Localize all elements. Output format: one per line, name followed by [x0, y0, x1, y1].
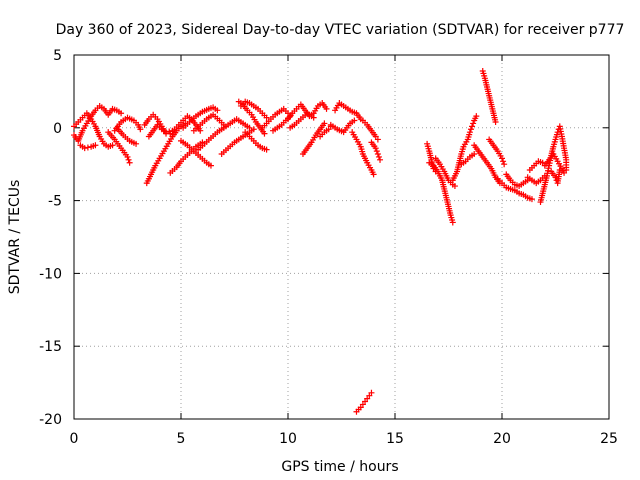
- y-axis-label: SDTVAR / TECUs: [7, 180, 23, 295]
- data-point: [500, 158, 507, 165]
- data-point: [467, 126, 474, 133]
- y-tick-label: -20: [39, 412, 62, 428]
- y-tick-label: 5: [53, 48, 62, 64]
- data-point: [374, 151, 381, 158]
- x-tick-label: 10: [279, 431, 297, 447]
- data-point: [125, 156, 132, 163]
- chart-title: Day 360 of 2023, Sidereal Day-to-day VTE…: [56, 22, 625, 38]
- data-point: [375, 153, 382, 160]
- data-point: [528, 196, 535, 203]
- data-point: [561, 169, 568, 176]
- x-tick-label: 20: [493, 431, 511, 447]
- data-point: [492, 118, 499, 125]
- y-tick-label: -5: [48, 194, 62, 210]
- data-points: [71, 68, 570, 415]
- data-point: [373, 148, 380, 155]
- data-point: [126, 159, 133, 166]
- data-point: [263, 114, 270, 121]
- data-point: [250, 126, 257, 133]
- data-point: [124, 153, 131, 160]
- data-point: [118, 110, 125, 117]
- data-point: [449, 219, 456, 226]
- data-point: [501, 161, 508, 168]
- data-point: [323, 105, 330, 112]
- data-point: [374, 136, 381, 143]
- data-point: [84, 144, 91, 151]
- data-point: [499, 155, 505, 162]
- x-tick-labels: 0 5 10 15 20 25: [70, 431, 618, 447]
- x-tick-label: 5: [177, 431, 186, 447]
- x-tick-label: 25: [600, 431, 618, 447]
- data-point: [246, 124, 253, 131]
- data-point: [473, 113, 480, 120]
- data-point: [321, 120, 328, 127]
- data-point: [137, 126, 144, 133]
- data-point: [261, 130, 268, 137]
- grid-lines: [74, 55, 609, 419]
- data-point: [556, 167, 563, 174]
- data-point: [310, 114, 317, 121]
- y-tick-label: -15: [39, 339, 62, 355]
- data-point: [81, 145, 88, 152]
- data-point: [163, 129, 170, 136]
- y-tick-label: -10: [39, 266, 62, 282]
- data-point: [197, 127, 204, 134]
- data-point: [214, 107, 221, 114]
- data-point: [372, 145, 379, 152]
- data-point: [470, 120, 477, 127]
- data-point: [92, 142, 99, 149]
- data-point: [471, 151, 478, 158]
- data-point: [451, 183, 458, 190]
- data-point: [377, 156, 384, 163]
- axis-ticks: [73, 54, 610, 420]
- plot-frame: [73, 54, 610, 420]
- data-point: [207, 162, 214, 169]
- x-axis-label: GPS time / hours: [281, 459, 398, 475]
- data-point: [469, 123, 476, 130]
- x-tick-label: 15: [386, 431, 404, 447]
- data-point: [263, 146, 270, 153]
- data-point: [133, 140, 140, 147]
- y-tick-labels: 5 0 -5 -10 -15 -20: [39, 48, 62, 428]
- data-point: [351, 117, 358, 124]
- data-point: [370, 171, 377, 178]
- x-tick-label: 0: [70, 431, 79, 447]
- y-tick-label: 0: [53, 121, 62, 137]
- data-point: [554, 129, 561, 136]
- data-point: [109, 142, 116, 149]
- data-point: [466, 129, 473, 136]
- data-point: [368, 389, 375, 396]
